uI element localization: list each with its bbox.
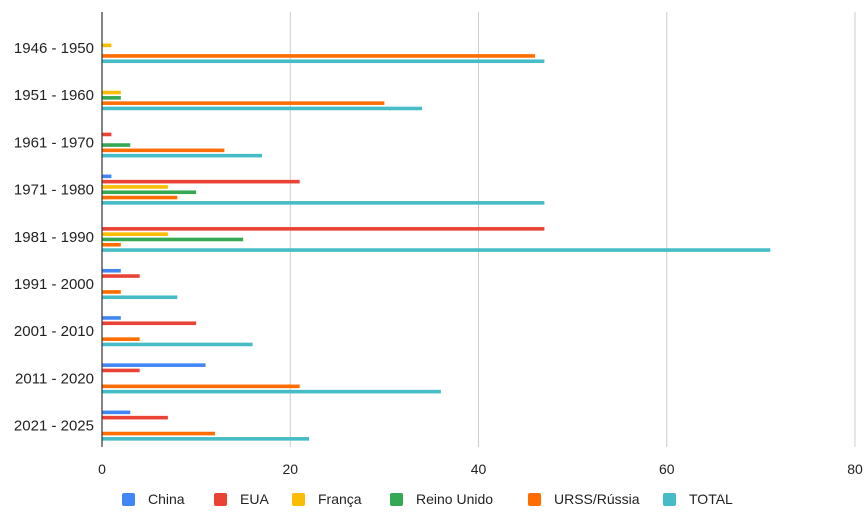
- bar: [102, 227, 545, 231]
- legend-label: URSS/Rússia: [554, 491, 640, 507]
- bar: [102, 268, 121, 273]
- bar: [102, 106, 423, 111]
- bar: [102, 143, 131, 147]
- category-label: 1971 - 1980: [14, 182, 94, 199]
- bar: [102, 190, 197, 195]
- bar: [102, 232, 168, 236]
- bar: [102, 337, 140, 341]
- legend-label: EUA: [240, 491, 269, 507]
- bar: [102, 201, 545, 205]
- legend-swatch: [528, 493, 541, 506]
- bar: [102, 248, 771, 252]
- bar: [102, 90, 121, 95]
- bar: [102, 148, 225, 153]
- bar: [102, 96, 121, 100]
- bar: [102, 389, 441, 394]
- bar: [102, 132, 112, 137]
- category-label: 2001 - 2010: [14, 323, 94, 340]
- category-label: 1951 - 1960: [14, 87, 94, 104]
- bar: [102, 316, 121, 320]
- bar: [102, 415, 168, 420]
- category-label: 2021 - 2025: [14, 418, 94, 435]
- x-tick-label: 80: [847, 461, 863, 477]
- bar: [102, 295, 178, 300]
- x-tick-label: 40: [471, 461, 487, 477]
- category-label: 2011 - 2020: [15, 370, 94, 387]
- legend-swatch: [292, 493, 305, 506]
- legend-label: TOTAL: [689, 491, 733, 507]
- category-label: 1991 - 2000: [14, 276, 94, 293]
- bar: [102, 101, 385, 105]
- bar: [102, 59, 545, 64]
- bar: [102, 237, 244, 242]
- bar: [102, 384, 300, 389]
- category-label: 1981 - 1990: [14, 229, 94, 246]
- bar: [102, 174, 112, 179]
- bar: [102, 242, 121, 247]
- bar: [102, 153, 263, 158]
- legend-label: França: [318, 491, 362, 507]
- bar: [102, 43, 112, 48]
- bar: [102, 321, 197, 326]
- bar: [102, 54, 535, 58]
- legend-swatch: [663, 493, 676, 506]
- x-tick-label: 0: [98, 461, 106, 477]
- category-label: 1946 - 1950: [14, 40, 94, 57]
- bar: [102, 185, 168, 189]
- bar: [102, 290, 121, 294]
- bar: [102, 195, 178, 200]
- bar: [102, 368, 140, 373]
- bar: [102, 437, 310, 441]
- x-tick-label: 20: [282, 461, 298, 477]
- bar: [102, 274, 140, 278]
- x-tick-label: 60: [659, 461, 675, 477]
- legend-label: Reino Unido: [416, 491, 493, 507]
- bar: [102, 431, 215, 436]
- bar: [102, 363, 206, 367]
- legend-swatch: [122, 493, 135, 506]
- category-label: 1961 - 1970: [14, 134, 94, 151]
- legend-label: China: [148, 491, 185, 507]
- legend-swatch: [214, 493, 227, 506]
- bar: [102, 410, 131, 415]
- legend-swatch: [390, 493, 403, 506]
- bar: [102, 179, 300, 184]
- bar: [102, 342, 253, 347]
